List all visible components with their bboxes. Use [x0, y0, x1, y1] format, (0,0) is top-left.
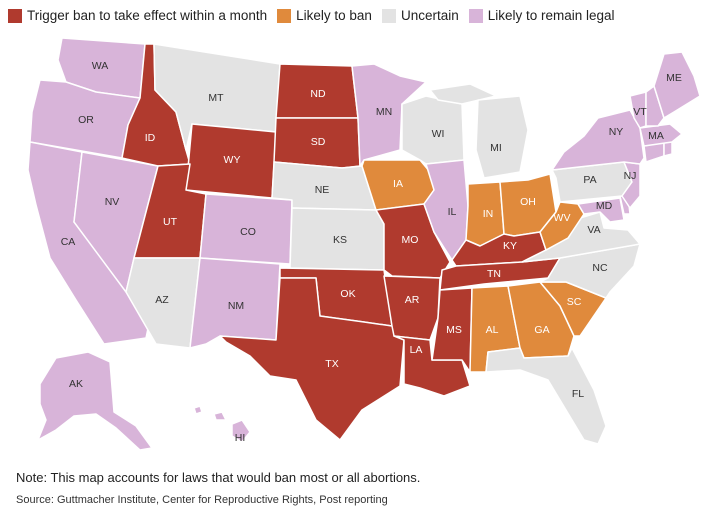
state-label-ak: AK	[69, 378, 83, 390]
state-ny[interactable]	[551, 109, 645, 171]
state-label-ia: IA	[393, 178, 403, 190]
state-az[interactable]	[125, 257, 201, 349]
state-label-mt: MT	[208, 92, 224, 104]
state-tx[interactable]	[219, 277, 405, 441]
state-ak[interactable]	[37, 351, 153, 451]
state-la[interactable]	[393, 335, 471, 397]
state-label-md: MD	[596, 200, 613, 212]
state-label-mi: MI	[490, 142, 502, 154]
state-label-nm: NM	[228, 300, 244, 312]
state-label-ut: UT	[163, 216, 178, 228]
state-label-ok: OK	[340, 288, 355, 300]
state-label-nv: NV	[105, 196, 120, 208]
state-label-al: AL	[486, 324, 499, 336]
state-vt[interactable]	[629, 91, 647, 129]
state-label-az: AZ	[155, 294, 169, 306]
state-label-wv: WV	[554, 212, 571, 224]
state-label-ms: MS	[446, 324, 462, 336]
legend-item-legal: Likely to remain legal	[468, 8, 615, 23]
state-label-tx: TX	[325, 358, 338, 370]
state-label-sc: SC	[567, 296, 582, 308]
us-states-map: WA OR CA NV ID MT WY UT CO AZ NM ND SD NE KS OK TX MN IA MO…	[27, 37, 701, 451]
state-label-id: ID	[145, 132, 156, 144]
legend-swatch-legal	[468, 8, 483, 23]
state-label-nc: NC	[592, 262, 608, 274]
state-mn[interactable]	[351, 63, 427, 167]
state-label-ne: NE	[315, 184, 330, 196]
legend-swatch-uncertain	[381, 8, 396, 23]
state-ar[interactable]	[383, 275, 441, 341]
state-label-sd: SD	[311, 136, 326, 148]
legend-label-legal: Likely to remain legal	[487, 8, 615, 23]
state-labels: WA OR CA NV ID MT WY UT CO AZ NM ND SD NE KS OK TX MN IA MO…	[61, 60, 682, 444]
legend-swatch-likely-ban	[277, 8, 292, 23]
map-legend: Trigger ban to take effect within a mont…	[8, 8, 615, 23]
state-label-mn: MN	[376, 106, 392, 118]
state-fl[interactable]	[485, 347, 607, 445]
map-source: Source: Guttmacher Institute, Center for…	[16, 494, 388, 506]
legend-swatch-trigger	[8, 8, 22, 23]
state-label-ga: GA	[534, 324, 549, 336]
state-label-nj: NJ	[624, 170, 637, 182]
state-label-in: IN	[483, 208, 494, 220]
legend-label-likely-ban: Likely to ban	[296, 8, 372, 23]
state-label-hi: HI	[235, 432, 246, 444]
state-label-ks: KS	[333, 234, 347, 246]
state-hi[interactable]	[193, 405, 251, 443]
state-label-or: OR	[78, 114, 94, 126]
legend-label-trigger: Trigger ban to take effect within a mont…	[27, 8, 268, 23]
legend-item-likely-ban: Likely to ban	[277, 8, 372, 23]
state-label-vt: VT	[633, 106, 647, 118]
state-label-mo: MO	[402, 234, 419, 246]
map-note: Note: This map accounts for laws that wo…	[16, 470, 421, 485]
state-label-va: VA	[587, 224, 600, 236]
state-label-ky: KY	[503, 240, 517, 252]
state-label-me: ME	[666, 72, 682, 84]
state-label-ma: MA	[648, 130, 664, 142]
state-ri[interactable]	[663, 141, 673, 157]
state-label-la: LA	[410, 344, 423, 356]
legend-label-uncertain: Uncertain	[400, 8, 459, 23]
state-label-ny: NY	[609, 126, 624, 138]
state-label-nd: ND	[310, 88, 326, 100]
state-label-il: IL	[448, 206, 457, 218]
state-label-wy: WY	[224, 154, 241, 166]
state-mi[interactable]	[429, 83, 529, 179]
state-nh[interactable]	[645, 85, 665, 127]
state-label-ca: CA	[61, 236, 76, 248]
state-label-tn: TN	[487, 268, 501, 280]
state-label-fl: FL	[572, 388, 584, 400]
state-label-wa: WA	[92, 60, 109, 72]
legend-item-uncertain: Uncertain	[381, 8, 459, 23]
state-label-pa: PA	[583, 174, 596, 186]
state-label-oh: OH	[520, 196, 536, 208]
state-label-wi: WI	[432, 128, 445, 140]
state-label-ar: AR	[405, 294, 420, 306]
state-ma[interactable]	[639, 123, 683, 147]
state-me[interactable]	[653, 51, 701, 119]
state-label-co: CO	[240, 226, 256, 238]
legend-item-trigger: Trigger ban to take effect within a mont…	[8, 8, 267, 23]
